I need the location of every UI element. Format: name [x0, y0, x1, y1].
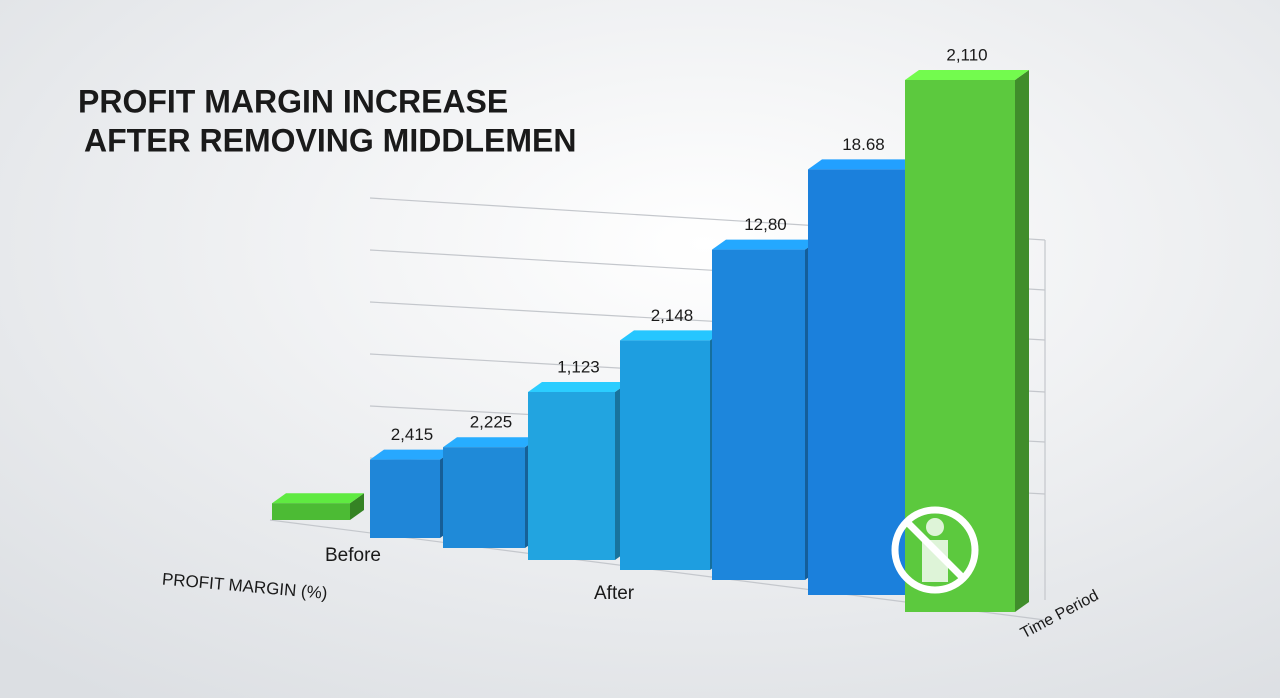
bar	[370, 449, 454, 538]
bar	[620, 330, 724, 570]
bar-front	[443, 447, 525, 548]
bar-front	[712, 249, 805, 580]
bar	[443, 437, 539, 548]
bar-side	[1015, 70, 1029, 612]
period-label: After	[594, 583, 635, 604]
bar-top	[905, 70, 1029, 80]
bar-top	[370, 449, 454, 460]
bar	[528, 382, 629, 560]
data-label: 18.68	[842, 135, 885, 154]
data-label: 2,415	[391, 425, 434, 444]
bar-top	[272, 493, 364, 504]
bar-front	[528, 392, 615, 560]
icon-head	[926, 518, 944, 536]
data-label: 1,123	[557, 357, 600, 376]
bar	[272, 493, 364, 520]
bar-front	[370, 459, 440, 538]
data-label: 12,80	[744, 215, 787, 234]
bar-front	[272, 503, 350, 520]
bar-top	[712, 239, 819, 250]
bar-front	[620, 340, 710, 570]
data-label: 2,148	[651, 306, 694, 325]
data-label: 2,110	[946, 45, 987, 64]
bar-side	[350, 493, 364, 520]
no-middleman-icon	[891, 506, 979, 594]
icon-slash	[904, 519, 966, 581]
period-label: Before	[325, 545, 381, 566]
bar-top	[528, 382, 629, 392]
bar-top	[620, 330, 724, 341]
bar-front	[808, 169, 905, 595]
icon-ring	[891, 506, 979, 594]
chart-title: AFTER REMOVING MIDDLEMEN	[84, 122, 576, 158]
bar	[712, 239, 819, 580]
bar-top	[443, 437, 539, 448]
chart-title: PROFIT MARGIN INCREASE	[78, 83, 508, 119]
bar-top	[808, 159, 919, 170]
data-label: 2,225	[470, 413, 513, 432]
